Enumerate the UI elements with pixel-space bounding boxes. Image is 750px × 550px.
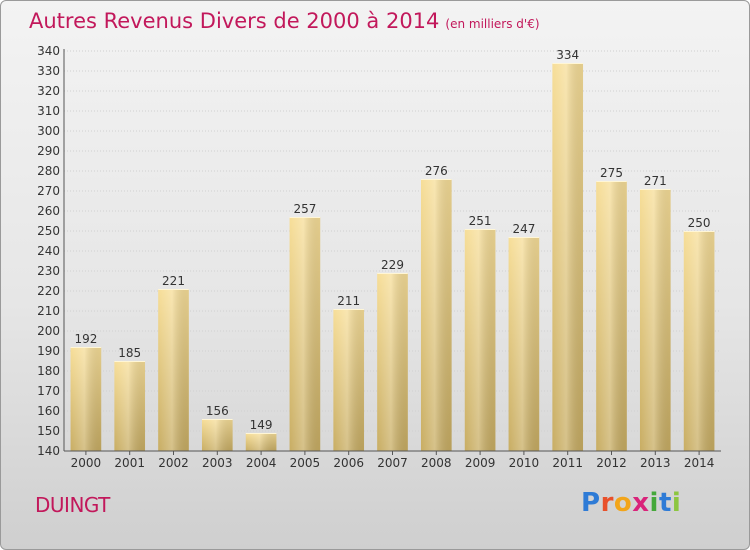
x-tick-label: 2004	[246, 456, 277, 470]
y-tick-label: 320	[37, 84, 60, 98]
x-tick-label: 2000	[71, 456, 102, 470]
x-tick-label: 2006	[333, 456, 364, 470]
data-label: 185	[118, 346, 141, 360]
data-label: 192	[74, 332, 97, 346]
bar-shade	[596, 181, 627, 451]
data-label: 275	[600, 166, 623, 180]
bar-shade	[464, 229, 496, 451]
logo-letter: i	[671, 488, 682, 518]
bars-layer	[70, 63, 715, 451]
bar-shade	[114, 361, 146, 451]
x-tick-label: 2002	[158, 456, 189, 470]
data-label: 221	[162, 274, 185, 288]
data-label: 211	[337, 294, 360, 308]
bar-shade	[289, 217, 321, 451]
bar-shade	[508, 237, 540, 451]
y-tick-label: 170	[37, 384, 60, 398]
bar-shade	[201, 419, 233, 451]
bar-shade	[333, 309, 365, 451]
bar-shade	[70, 347, 102, 451]
data-label: 251	[469, 214, 492, 228]
bar-shade	[420, 179, 452, 451]
y-tick-label: 180	[37, 364, 60, 378]
y-tick-label: 260	[37, 204, 60, 218]
data-label: 276	[425, 164, 448, 178]
x-tick-label: 2010	[509, 456, 540, 470]
y-tick-label: 210	[37, 304, 60, 318]
data-label: 257	[293, 202, 316, 216]
x-tick-label: 2014	[684, 456, 715, 470]
x-tick-label: 2005	[290, 456, 321, 470]
x-tick-label: 2012	[596, 456, 627, 470]
y-tick-label: 230	[37, 264, 60, 278]
y-tick-label: 200	[37, 324, 60, 338]
y-tick-label: 250	[37, 224, 60, 238]
logo-letter: i	[649, 488, 659, 518]
data-label: 250	[688, 216, 711, 230]
y-tick-label: 240	[37, 244, 60, 258]
x-tick-label: 2009	[465, 456, 496, 470]
y-tick-label: 150	[37, 424, 60, 438]
x-tick-label: 2001	[114, 456, 145, 470]
logo-letter: r	[600, 488, 614, 518]
x-tick-label: 2007	[377, 456, 408, 470]
bar-shade	[552, 63, 584, 451]
bar-shade	[158, 289, 189, 451]
bar-shade	[377, 273, 408, 451]
data-label: 229	[381, 258, 404, 272]
town-name: DUINGT	[35, 493, 110, 517]
data-label: 149	[250, 418, 273, 432]
x-tick-label: 2011	[552, 456, 583, 470]
data-label: 271	[644, 174, 667, 188]
logo-letter: t	[658, 488, 672, 518]
y-tick-label: 140	[37, 444, 60, 458]
chart-title-main: Autres Revenus Divers de 2000 à 2014	[29, 9, 440, 33]
y-tick-label: 290	[37, 144, 60, 158]
chart-title: Autres Revenus Divers de 2000 à 2014 (en …	[29, 9, 540, 33]
logo-letter: o	[613, 488, 633, 518]
logo-letter: x	[632, 488, 650, 518]
x-tick-label: 2013	[640, 456, 671, 470]
data-label: 334	[556, 48, 579, 62]
y-tick-label: 270	[37, 184, 60, 198]
data-label: 247	[512, 222, 535, 236]
bar-shade	[245, 433, 277, 451]
proxiti-logo: Proxiti	[581, 488, 681, 518]
y-tick-label: 280	[37, 164, 60, 178]
bar-shade	[683, 231, 715, 451]
y-tick-label: 160	[37, 404, 60, 418]
y-tick-label: 220	[37, 284, 60, 298]
y-tick-label: 340	[37, 44, 60, 58]
logo-letter: P	[581, 488, 601, 518]
x-tick-label: 2003	[202, 456, 233, 470]
chart-title-unit: (en milliers d'€)	[445, 17, 540, 31]
data-label: 156	[206, 404, 229, 418]
y-tick-label: 310	[37, 104, 60, 118]
axis-layer: 140 150 160 170 180 190 200 210 220 230 240 250 260 2…	[37, 44, 721, 470]
x-tick-label: 2008	[421, 456, 452, 470]
y-tick-label: 330	[37, 64, 60, 78]
y-tick-label: 300	[37, 124, 60, 138]
bar-shade	[639, 189, 671, 451]
y-tick-label: 190	[37, 344, 60, 358]
